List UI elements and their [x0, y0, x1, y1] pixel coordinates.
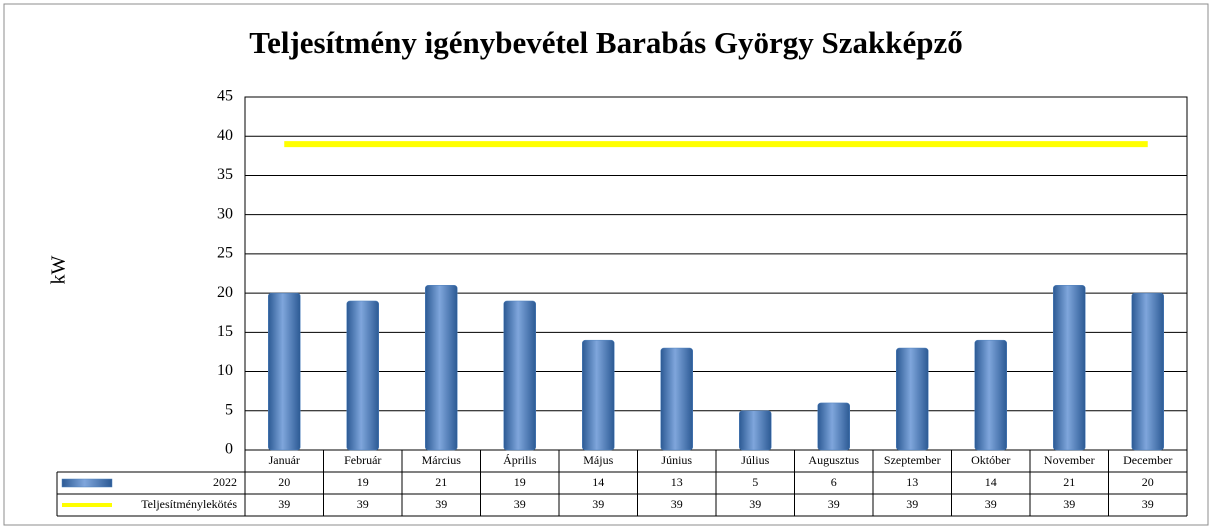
data-label: 13 [671, 475, 683, 489]
x-tick-label: December [1123, 453, 1172, 467]
data-label: 6 [831, 475, 837, 489]
bar [582, 339, 615, 451]
data-label: 20 [1142, 475, 1154, 489]
y-tick-label: 10 [217, 362, 233, 379]
x-tick-label: Február [344, 453, 381, 467]
bar [1131, 292, 1164, 451]
y-tick-label: 25 [217, 245, 233, 262]
y-tick-label: 30 [217, 205, 233, 222]
data-label: 14 [985, 475, 997, 489]
x-tick-label: Március [422, 453, 462, 467]
bar [1053, 285, 1086, 451]
data-label: 39 [828, 497, 840, 511]
x-tick-label: Május [583, 453, 613, 467]
y-tick-label: 15 [217, 323, 233, 340]
data-label: 39 [592, 497, 604, 511]
data-label: 39 [985, 497, 997, 511]
y-tick-label: 40 [217, 127, 233, 144]
data-label: 5 [752, 475, 758, 489]
bar [346, 300, 379, 451]
x-tick-label: Szeptember [884, 453, 941, 467]
y-tick-label: 5 [225, 401, 233, 418]
data-label: 39 [278, 497, 290, 511]
x-tick-label: Április [503, 453, 537, 467]
bar [739, 410, 772, 451]
bar [425, 285, 458, 451]
chart-title: Teljesítmény igénybevétel Barabás György… [249, 25, 963, 60]
data-label: 21 [1063, 475, 1075, 489]
bar [974, 339, 1007, 451]
x-tick-label: Július [741, 453, 769, 467]
bar [896, 347, 929, 451]
data-label: 19 [514, 475, 526, 489]
legend-label: Teljesítménylekötés [141, 497, 237, 511]
x-tick-label: Augusztus [808, 453, 859, 467]
x-tick-label: Június [661, 453, 692, 467]
y-tick-label: 35 [217, 166, 233, 183]
data-label: 14 [592, 475, 604, 489]
data-label: 39 [671, 497, 683, 511]
y-tick-label: 45 [217, 88, 233, 105]
bar [503, 300, 536, 451]
x-tick-label: November [1044, 453, 1095, 467]
data-label: 39 [1063, 497, 1075, 511]
legend-label: 2022 [213, 475, 237, 489]
bar [268, 292, 301, 451]
data-label: 39 [357, 497, 369, 511]
data-label: 39 [749, 497, 761, 511]
legend-key [61, 478, 113, 488]
data-label: 21 [435, 475, 447, 489]
data-label: 39 [435, 497, 447, 511]
data-label: 39 [1142, 497, 1154, 511]
y-axis-label: kW [48, 255, 70, 284]
x-tick-label: Október [971, 453, 1010, 467]
bar [660, 347, 693, 451]
data-label: 39 [514, 497, 526, 511]
y-tick-label: 0 [225, 441, 233, 458]
bar [817, 402, 850, 451]
data-label: 39 [906, 497, 918, 511]
data-label: 13 [906, 475, 918, 489]
data-label: 20 [278, 475, 290, 489]
y-tick-label: 20 [217, 284, 233, 301]
data-label: 19 [357, 475, 369, 489]
x-tick-label: Január [269, 453, 300, 467]
